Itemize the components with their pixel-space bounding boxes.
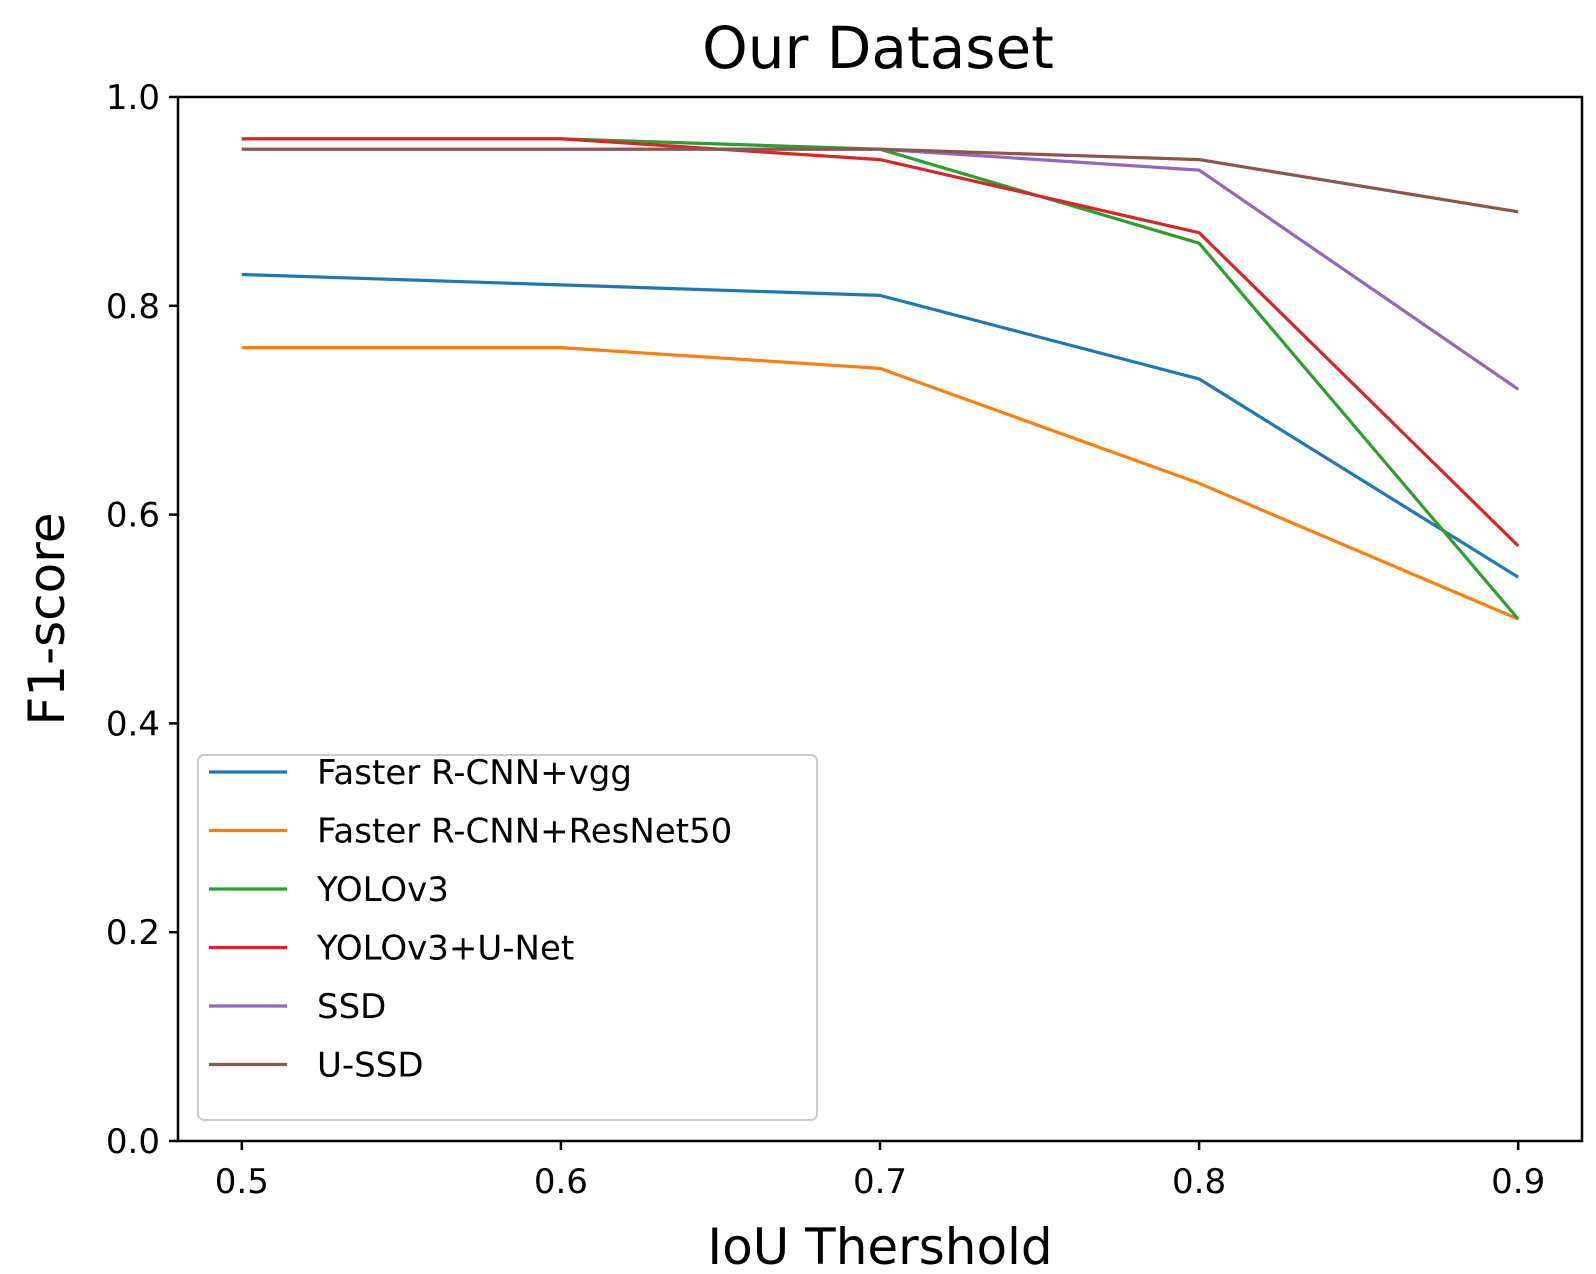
y-tick-label: 0.6: [106, 496, 160, 536]
series-line-ssd: [241, 147, 1520, 391]
y-axis: 0.0 0.2 0.4 0.6 0.8 1.0: [106, 78, 178, 1162]
legend-label-u-ssd: U-SSD: [317, 1046, 424, 1086]
series-line-u-ssd: [241, 147, 1519, 214]
series-line-yolov3-u-net: [241, 137, 1520, 548]
y-tick-label: 0.2: [106, 913, 160, 953]
y-axis-label: F1-score: [18, 513, 76, 726]
x-tick-label: 0.6: [534, 1162, 588, 1202]
legend-label-yolov3: YOLOv3: [316, 870, 449, 910]
series-line-faster-r-cnn-vgg: [241, 272, 1520, 579]
y-tick-label: 0.8: [106, 287, 160, 327]
y-tick-label: 1.0: [106, 78, 160, 118]
x-tick-label: 0.9: [1491, 1162, 1545, 1202]
legend-frame: [197, 754, 818, 1121]
y-tick-label: 0.0: [106, 1122, 160, 1162]
legend-label-ssd: SSD: [317, 987, 386, 1027]
x-tick-label: 0.7: [853, 1162, 907, 1202]
x-axis: 0.5 0.6 0.7 0.8 0.9: [215, 1141, 1545, 1202]
x-axis-label: IoU Thershold: [707, 1218, 1052, 1274]
legend-label-faster-r-cnn-vgg: Faster R-CNN+vgg: [317, 753, 632, 793]
legend-label-faster-r-cnn-resnet50: Faster R-CNN+ResNet50: [317, 812, 732, 852]
chart-title: Our Dataset: [702, 14, 1054, 82]
x-tick-label: 0.5: [215, 1162, 269, 1202]
legend: Faster R-CNN+vgg Faster R-CNN+ResNet50 YOL…: [197, 753, 818, 1121]
y-tick-label: 0.4: [106, 704, 160, 744]
legend-label-yolov3-u-net: YOLOv3+U-Net: [316, 929, 574, 969]
x-tick-label: 0.8: [1172, 1162, 1226, 1202]
series-line-faster-r-cnn-resnet50: [241, 346, 1519, 621]
series-line-yolov3: [241, 137, 1520, 621]
series-layer: [241, 137, 1520, 621]
